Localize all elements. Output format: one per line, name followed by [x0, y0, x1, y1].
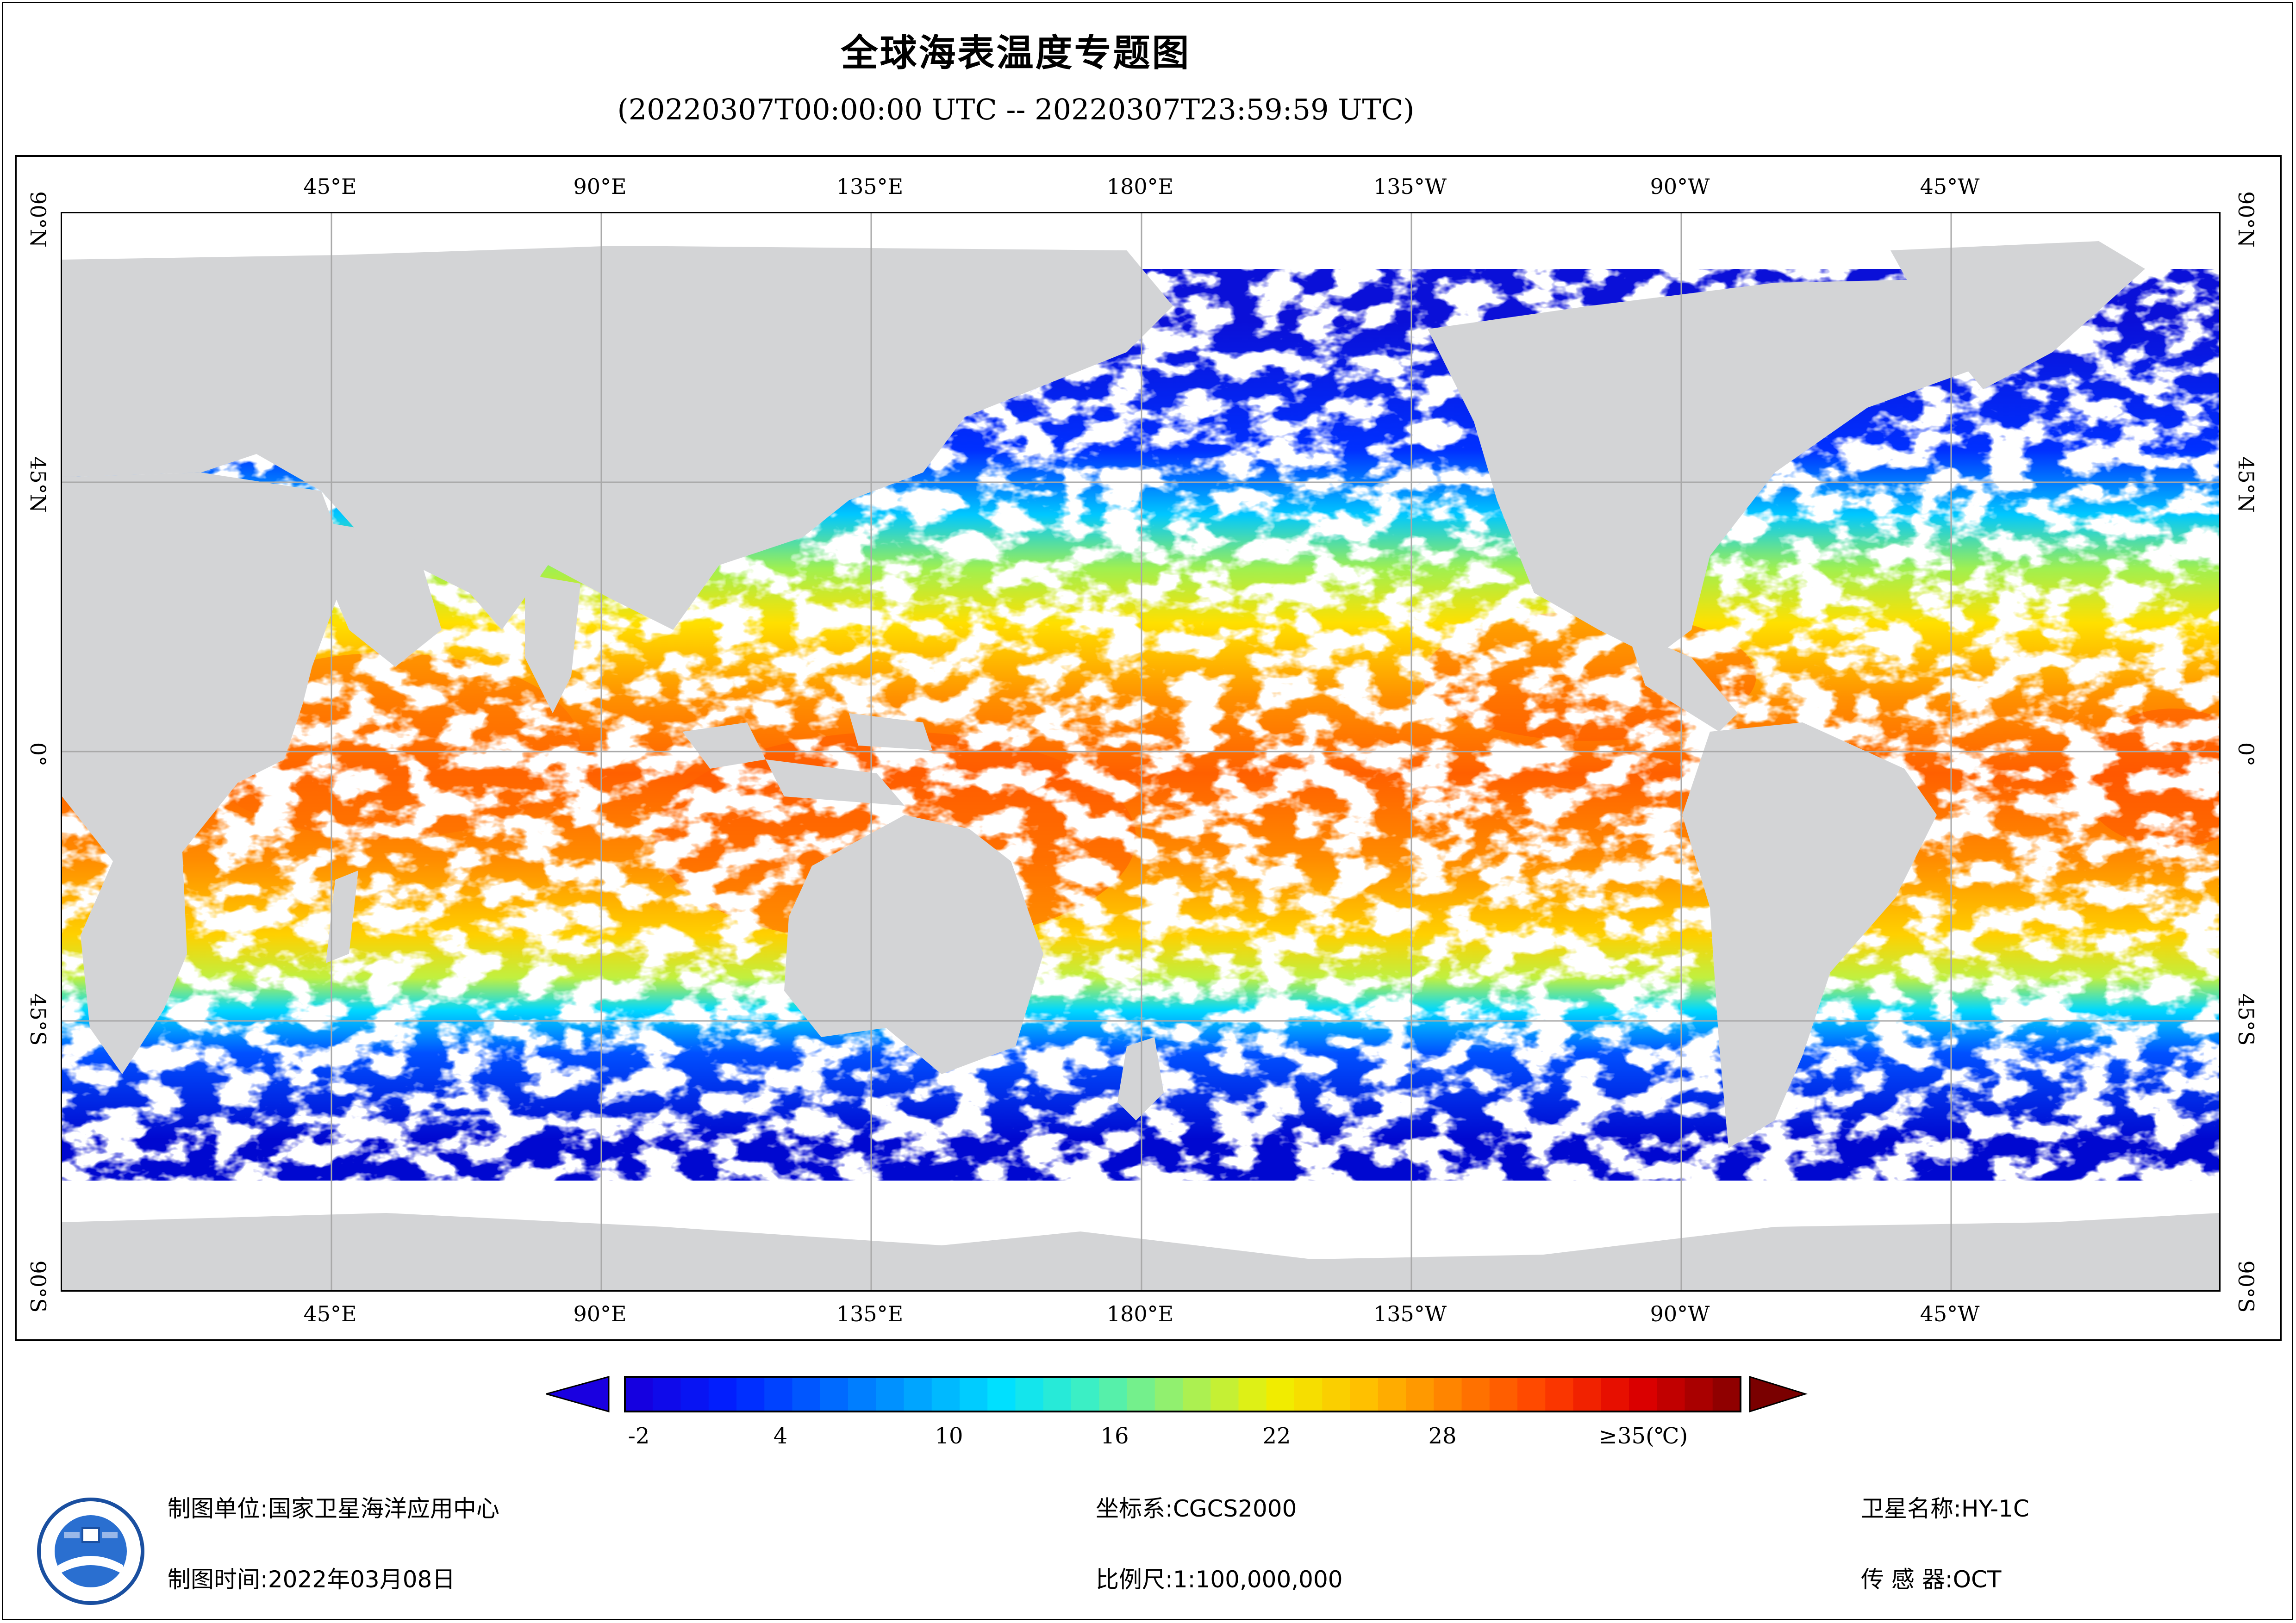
colorbar-cell [1685, 1377, 1713, 1412]
colorbar-cell [1127, 1377, 1155, 1412]
colorbar-cell [1461, 1377, 1490, 1412]
colorbar-cell [1489, 1377, 1518, 1412]
colorbar-cell [820, 1377, 849, 1412]
lat-label-right: 45°N [2234, 456, 2259, 513]
colorbar-cell [904, 1377, 932, 1412]
mapping-unit: 制图单位:国家卫星海洋应用中心 [168, 1495, 499, 1522]
lon-label-bottom: 135°W [1373, 1301, 1447, 1326]
lon-label-top: 90°W [1650, 174, 1710, 199]
colorbar-cell [1378, 1377, 1406, 1412]
lon-label-bottom: 135°E [836, 1301, 904, 1326]
colorbar-tick: -2 [628, 1423, 650, 1449]
land [62, 241, 2219, 1290]
colorbar-cell [708, 1377, 737, 1412]
colorbar-cell [792, 1377, 821, 1412]
lon-label-top: 135°W [1373, 174, 1447, 199]
map-title: 全球海表温度专题图 [841, 31, 1191, 75]
lat-label-right: 90°N [2234, 191, 2259, 248]
lon-label-bottom: 90°W [1650, 1301, 1710, 1326]
colorbar-cell [1657, 1377, 1685, 1412]
lon-label-top: 90°E [573, 174, 627, 199]
colorbar-tick: ≥35(℃) [1598, 1423, 1688, 1449]
colorbar-cell [1043, 1377, 1072, 1412]
colorbar-cell [1183, 1377, 1211, 1412]
colorbar-cell [1629, 1377, 1658, 1412]
lon-label-top: 180°E [1106, 174, 1174, 199]
colorbar-cell [876, 1377, 905, 1412]
colorbar [546, 1375, 1808, 1413]
time-range-subtitle: (20220307T00:00:00 UTC -- 20220307T23:59… [617, 93, 1415, 126]
colorbar-min-arrow [546, 1376, 610, 1412]
lon-label-top: 135°E [836, 174, 904, 199]
colorbar-cell [1434, 1377, 1462, 1412]
colorbar-tick: 28 [1428, 1423, 1457, 1449]
nsoas-logo [37, 1498, 144, 1605]
sensor-name: 传 感 器:OCT [1861, 1566, 2002, 1593]
colorbar-cell [987, 1377, 1016, 1412]
colorbar-cell [1601, 1377, 1629, 1412]
colorbar-cell [848, 1377, 877, 1412]
lat-label-right: 90°S [2234, 1260, 2259, 1313]
colorbar-cell [1406, 1377, 1435, 1412]
colorbar-cell [625, 1377, 654, 1412]
colorbar-cell [1071, 1377, 1100, 1412]
mapping-time: 制图时间:2022年03月08日 [168, 1566, 455, 1593]
colorbar-cell [1350, 1377, 1379, 1412]
colorbar-tick: 16 [1100, 1423, 1129, 1449]
lon-label-top: 45°E [303, 174, 357, 199]
colorbar-cell [1545, 1377, 1574, 1412]
colorbar-cell [1573, 1377, 1602, 1412]
colorbar-cell [1238, 1377, 1267, 1412]
colorbar-cell [1266, 1377, 1295, 1412]
colorbar-cell [1154, 1377, 1183, 1412]
colorbar-cell [680, 1377, 709, 1412]
colorbar-cell [1015, 1377, 1044, 1412]
coordinate-system: 坐标系:CGCS2000 [1096, 1495, 1297, 1522]
colorbar-cell [1322, 1377, 1351, 1412]
colorbar-cell [764, 1377, 793, 1412]
lat-label-left: 45°S [25, 993, 50, 1046]
graticule [62, 213, 2219, 1290]
colorbar-cell [736, 1377, 765, 1412]
colorbar-tick: 4 [773, 1423, 788, 1449]
colorbar-max-arrow [1749, 1375, 1808, 1413]
colorbar-cell [931, 1377, 960, 1412]
colorbar-tick: 10 [935, 1423, 963, 1449]
lat-label-left: 90°S [25, 1260, 50, 1313]
colorbar-cell [1210, 1377, 1239, 1412]
colorbar-cell [1099, 1377, 1128, 1412]
colorbar-cell [960, 1377, 988, 1412]
lat-label-left: 0° [25, 742, 50, 767]
lat-label-right: 45°S [2234, 993, 2259, 1046]
lon-label-bottom: 45°W [1920, 1301, 1980, 1326]
lon-label-bottom: 180°E [1106, 1301, 1174, 1326]
map-frame [15, 155, 2282, 1341]
colorbar-tick: 22 [1262, 1423, 1291, 1449]
lon-label-top: 45°W [1920, 174, 1980, 199]
map-scale: 比例尺:1:100,000,000 [1096, 1566, 1343, 1593]
colorbar-cells [625, 1377, 1741, 1412]
colorbar-cell [1517, 1377, 1546, 1412]
lon-label-bottom: 90°E [573, 1301, 627, 1326]
lat-label-left: 90°N [25, 191, 50, 248]
satellite-name: 卫星名称:HY-1C [1861, 1495, 2029, 1522]
colorbar-cell [1712, 1377, 1741, 1412]
lat-label-right: 0° [2234, 742, 2259, 767]
lon-label-bottom: 45°E [303, 1301, 357, 1326]
colorbar-cell [1294, 1377, 1323, 1412]
lat-label-left: 45°N [25, 456, 50, 513]
sst-map[interactable] [61, 212, 2221, 1292]
colorbar-cell [653, 1377, 681, 1412]
